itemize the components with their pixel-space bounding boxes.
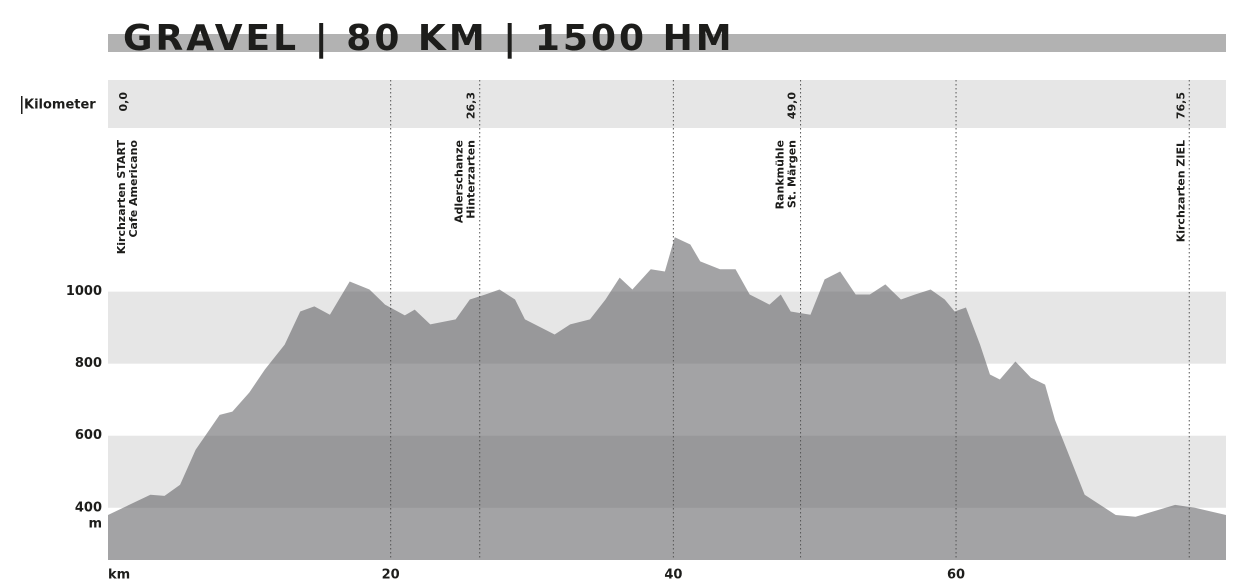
marker-place: Rankmühle [774,140,787,209]
chart-title: GRAVEL | 80 KM | 1500 HM [123,18,735,59]
marker-place: Kirchzarten ZIEL [1174,140,1187,242]
y-tick-label: 600 [75,428,102,443]
row-label: Kilometer [24,98,96,113]
marker-place: Kirchzarten START [115,140,128,255]
x-tick-label: 20 [382,568,400,583]
marker-place: Cafe Americano [127,140,140,238]
marker-km: 0,0 [117,92,130,112]
marker-km: 26,3 [465,92,478,119]
x-tick-label: 40 [664,568,682,583]
km-row [108,80,1226,128]
elevation-area [108,237,1226,560]
y-tick-label: 1000 [66,284,102,299]
marker-km: 76,5 [1174,92,1187,119]
marker-km: 49,0 [786,92,799,119]
marker-place: Adlerschanze [453,140,466,223]
row-marker [21,96,23,114]
x-tick-label: 60 [947,568,965,583]
y-unit: m [88,516,102,531]
y-tick-label: 400 [75,500,102,515]
marker-place: Hinterzarten [465,140,478,219]
marker-place: St. Märgen [786,140,799,208]
title-bar [108,34,1226,52]
y-tick-label: 800 [75,356,102,371]
x-tick-label: km [108,568,130,583]
